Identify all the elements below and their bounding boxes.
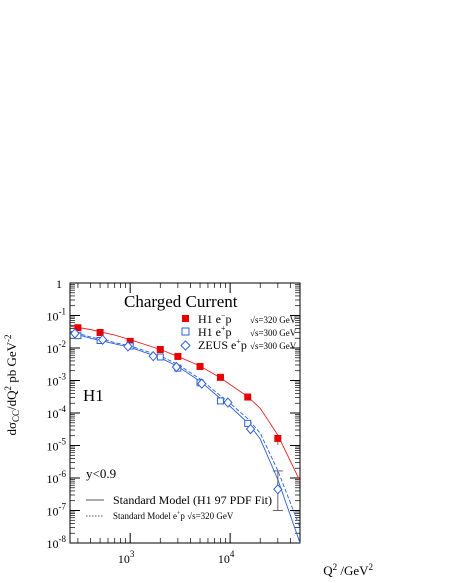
legend-label-sm-fit: Standard Model (H1 97 PDF Fit) [113,493,272,507]
y-tick-exponent: -1 [59,307,67,317]
legend-label-h1-eminus: H1 e−p [198,311,232,326]
y-tick-exponent: -8 [59,534,67,544]
y-tick-base: 10 [47,342,59,356]
series-legend: H1 e−p √s=320 GeV H1 e+p √s=300 GeV ZEUS… [180,311,297,352]
data-point-h1-eminus [216,373,224,381]
cut-label: y<0.9 [86,466,116,481]
y-tick-exponent: -6 [59,469,67,479]
y-tick-label: 10-8 [47,534,67,551]
data-point-h1-eminus [174,352,182,360]
model-curve-0 [69,325,301,482]
y-tick-label: 10-3 [47,372,67,389]
data-point-h1-eminus [96,328,104,336]
data-point-zeus-eplus [171,361,182,373]
y-tick-label: 10-2 [47,339,67,356]
x-tick-label: 103 [118,549,135,566]
y-tick-base: 1 [56,277,62,291]
y-tick-base: 10 [47,310,59,324]
y-tick-label: 1 [56,277,62,291]
data-point-zeus-eplus [245,423,256,435]
y-tick-base: 10 [47,440,59,454]
y-tick-base: 10 [47,505,59,519]
legend-marker-h1-eplus [181,327,190,336]
x-tick-exponent: 4 [230,549,235,559]
y-axis-label: dσCC/dQ2 pb GeV-2 [3,334,21,435]
data-point-h1-eminus [74,324,82,332]
model-curve-2 [69,330,301,528]
legend-note-h1-eplus: √s=300 GeV [250,328,297,338]
x-tick-base: 10 [118,552,130,566]
data-point-zeus-eplus [273,484,283,495]
data-point-h1-eminus [126,337,134,345]
data-point-h1-eminus [274,434,282,442]
x-tick-base: 10 [218,552,230,566]
data-point-h1-eplus [244,419,252,427]
y-tick-base: 10 [47,472,59,486]
legend-marker-h1-eminus [182,315,189,322]
data-point-zeus-eplus [70,328,80,339]
y-tick-label: 10-5 [47,437,67,454]
data-point-zeus-eplus [223,397,233,408]
data-point-zeus-eplus [197,378,207,389]
y-tick-label: 10-6 [47,469,67,486]
y-tick-exponent: -3 [59,372,67,382]
data-point-h1-eplus [156,353,164,361]
data-point-h1-eplus [216,397,224,405]
model-legend: Standard Model (H1 97 PDF Fit) Standard … [86,493,272,521]
legend-label-h1-eplus: H1 e+p [198,324,232,339]
data-point-zeus-eplus [97,334,108,345]
experiment-label: H1 [83,386,104,405]
chart-title: Charged Current [124,292,238,311]
y-tick-label: 10-7 [47,502,67,519]
data-point-h1-eminus [244,393,252,401]
legend-label-zeus-eplus: ZEUS e+p [198,337,247,352]
x-tick-exponent: 3 [130,549,135,559]
y-tick-exponent: -7 [59,502,67,512]
x-tick-label: 104 [218,549,235,566]
y-tick-base: 10 [47,537,59,551]
data-point-h1-eminus [196,362,204,370]
y-tick-label: 10-1 [47,307,67,324]
data-point-zeus-eplus [123,341,133,352]
y-tick-base: 10 [47,375,59,389]
legend-note-zeus-eplus: √s=300 GeV [250,341,297,351]
y-tick-exponent: -2 [59,339,67,349]
legend-marker-zeus-eplus [180,340,191,351]
data-point-h1-eminus [156,345,164,353]
y-tick-exponent: -5 [59,437,67,447]
data-points [70,324,283,511]
x-axis-label: Q2 /GeV2 [323,562,373,578]
legend-label-sm-eplus-320: Standard Model e+p √s=320 GeV [113,511,234,521]
legend-note-h1-eminus: √s=320 GeV [250,315,297,325]
y-tick-base: 10 [47,407,59,421]
y-tick-label: 10-4 [47,404,67,421]
data-point-zeus-eplus [148,350,158,362]
y-tick-exponent: -4 [59,404,67,414]
